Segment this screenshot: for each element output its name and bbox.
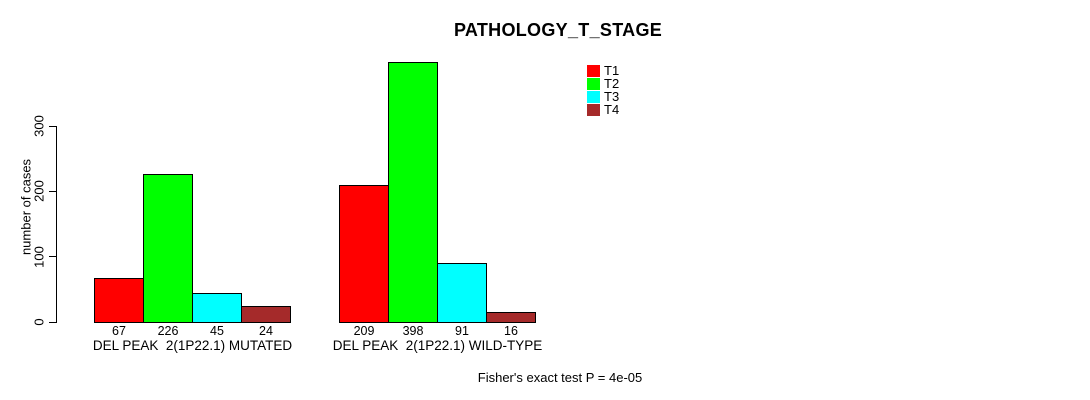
legend-label: T1 [604,63,620,78]
bar-t2-group2 [388,61,438,323]
bar-value-label: 67 [112,324,126,338]
bar-t3-group2 [437,262,487,323]
bar-value-label: 91 [455,324,469,338]
legend-row: T1 [587,64,619,77]
legend: T1 T2 T3 T4 [587,64,619,116]
legend-swatch-t2 [587,77,600,90]
y-tick-mark [49,321,56,323]
y-tick-mark [49,256,56,258]
y-axis-line [56,126,57,323]
x-group-label: DEL PEAK 2(1P22.1) MUTATED [92,338,293,353]
legend-row: T2 [587,77,619,90]
y-tick-label: 200 [31,180,47,203]
legend-swatch-t3 [587,90,600,103]
x-group-label: DEL PEAK 2(1P22.1) WILD-TYPE [332,338,543,353]
bar-t1-group1 [94,278,144,323]
bar-t3-group1 [192,292,242,323]
bar-value-label: 209 [353,324,375,338]
legend-label: T3 [604,89,620,104]
legend-swatch-t1 [587,64,600,77]
bar-t4-group2 [486,311,536,323]
legend-row: T3 [587,90,619,103]
y-tick-mark [49,190,56,192]
chart-title: PATHOLOGY_T_STAGE [453,20,663,40]
stat-test-caption: Fisher's exact test P = 4e-05 [477,370,643,385]
legend-label: T2 [604,76,620,91]
bar-t4-group1 [241,306,291,323]
y-tick-label: 100 [31,245,47,268]
bar-value-label: 16 [504,324,518,338]
y-tick-label: 0 [31,318,47,326]
bar-t1-group2 [339,185,389,323]
bar-value-label: 45 [210,324,224,338]
legend-swatch-t4 [587,103,600,116]
legend-label: T4 [604,102,620,117]
y-tick-label: 300 [31,115,47,137]
legend-row: T4 [587,103,619,116]
bar-value-label: 24 [259,324,273,338]
bar-value-label: 398 [402,324,424,338]
y-tick-mark [49,125,56,127]
bar-value-label: 226 [157,324,179,338]
bar-t2-group1 [143,174,193,323]
